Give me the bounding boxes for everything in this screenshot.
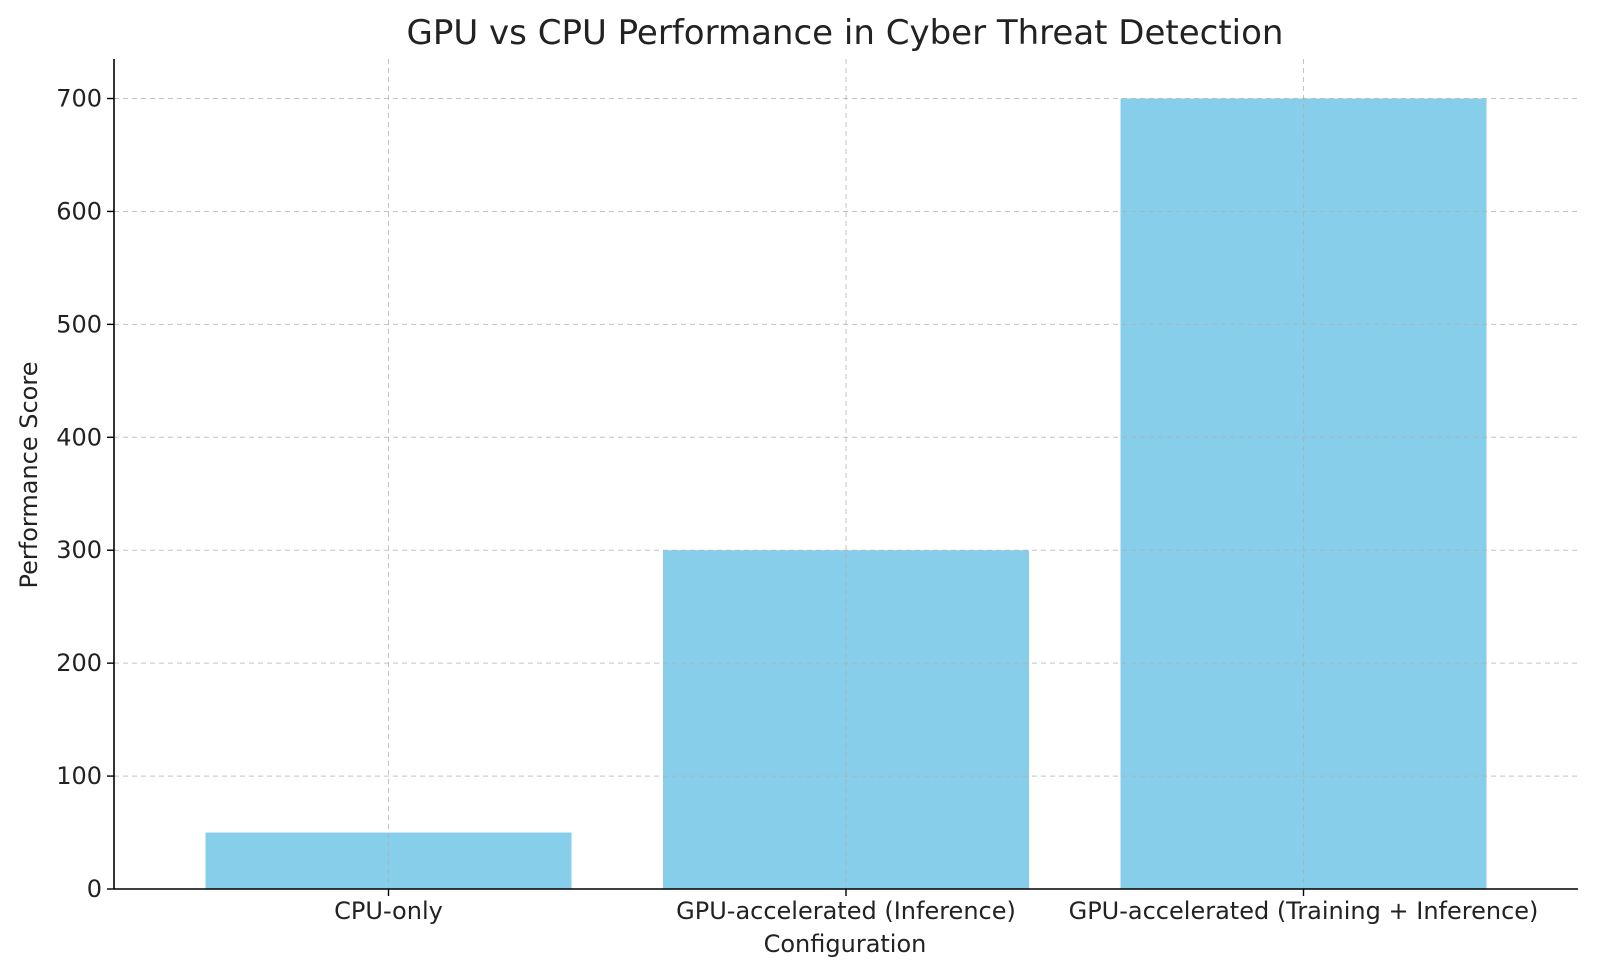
y-tick-label: 600 — [56, 197, 102, 225]
x-tick-label: CPU-only — [334, 897, 443, 925]
grid-lines — [114, 59, 1578, 889]
y-tick-label: 700 — [56, 85, 102, 113]
y-tick-label: 100 — [56, 762, 102, 790]
x-tick-label: GPU-accelerated (Training + Inference) — [1069, 897, 1539, 925]
y-axis-label: Performance Score — [15, 362, 43, 589]
x-axis-label: Configuration — [764, 930, 927, 958]
y-tick-label: 500 — [56, 310, 102, 338]
y-tick-label: 200 — [56, 649, 102, 677]
chart-title: GPU vs CPU Performance in Cyber Threat D… — [407, 13, 1284, 53]
y-tick-label: 400 — [56, 423, 102, 451]
ticks: 0 100 200 300 400 500 600 700 CPU-only GPU-accele… — [56, 85, 1538, 925]
y-tick-label: 0 — [87, 875, 102, 903]
y-tick-label: 300 — [56, 536, 102, 564]
x-tick-label: GPU-accelerated (Inference) — [676, 897, 1016, 925]
